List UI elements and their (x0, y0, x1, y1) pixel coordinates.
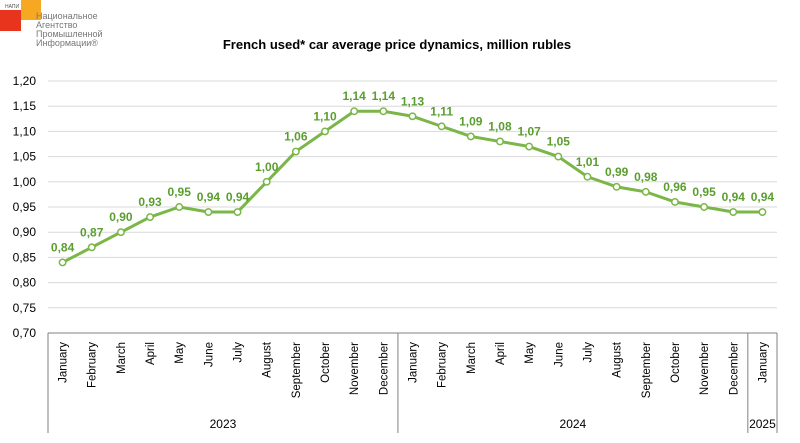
data-label: 0,94 (751, 190, 775, 204)
x-tick-label: August (612, 341, 624, 378)
data-label: 0,84 (51, 240, 75, 254)
x-tick-label: September (641, 342, 653, 398)
chart-title: French used* car average price dynamics,… (223, 37, 571, 52)
data-label: 1,08 (488, 119, 512, 133)
data-point (641, 187, 650, 196)
y-tick-label: 1,10 (13, 124, 37, 138)
y-tick-label: 0,75 (13, 301, 37, 315)
y-tick-label: 1,20 (13, 74, 37, 88)
x-tick-label: June (203, 342, 215, 367)
data-label: 1,00 (255, 160, 279, 174)
x-tick-label: February (437, 342, 449, 388)
y-tick-label: 1,00 (13, 175, 37, 189)
x-tick-label: October (670, 342, 682, 383)
data-point (496, 137, 504, 146)
y-tick-label: 0,80 (13, 276, 37, 290)
data-label: 1,06 (284, 130, 308, 144)
data-point (262, 177, 271, 186)
data-point (612, 182, 621, 191)
logo-line-4: Информации® (36, 38, 98, 48)
data-label: 0,90 (109, 210, 133, 224)
data-label: 0,94 (197, 190, 221, 204)
data-point (554, 152, 563, 161)
data-point (321, 127, 329, 136)
x-tick-label: July (233, 342, 245, 363)
data-label: 0,94 (722, 190, 746, 204)
x-tick-label: January (408, 342, 420, 383)
data-point (670, 198, 679, 206)
data-label: 1,13 (401, 94, 425, 108)
data-point (583, 172, 592, 181)
year-group-label: 2023 (210, 417, 237, 431)
x-tick-label: November (349, 342, 361, 395)
x-tick-label: January (757, 342, 769, 383)
data-label: 1,09 (459, 114, 483, 128)
logo-line-1: Национальное (36, 11, 98, 21)
data-point (87, 243, 96, 252)
y-tick-label: 0,70 (13, 326, 37, 340)
data-point (758, 208, 767, 216)
data-point (116, 228, 125, 237)
data-label: 1,01 (576, 155, 600, 169)
x-tick-label: March (116, 342, 128, 374)
x-tick-label: January (58, 342, 70, 383)
x-tick-label: February (87, 342, 99, 388)
data-label: 0,87 (80, 225, 104, 239)
data-label: 0,96 (663, 180, 687, 194)
y-tick-label: 0,90 (13, 225, 37, 239)
data-label: 0,98 (634, 170, 658, 184)
data-point (175, 203, 184, 211)
data-point (729, 208, 738, 216)
logo-line-2: Агентство (36, 20, 77, 30)
y-tick-label: 1,15 (13, 99, 37, 113)
data-label: 0,95 (692, 185, 716, 199)
data-label: 0,95 (168, 185, 192, 199)
y-tick-label: 0,85 (13, 250, 37, 264)
data-label: 1,14 (343, 89, 367, 103)
x-tick-label: June (553, 342, 565, 367)
data-point (146, 213, 155, 222)
logo: НАПИ Национальное Агентство Промышленной… (0, 0, 120, 60)
year-group-label: 2024 (560, 417, 587, 431)
x-tick-label: September (291, 342, 303, 398)
data-point (525, 142, 534, 151)
data-point (350, 107, 359, 116)
data-point (58, 258, 67, 267)
data-label: 1,07 (517, 125, 541, 139)
data-point (700, 203, 709, 211)
logo-line-3: Промышленной (36, 29, 103, 39)
logo-small-text: НАПИ (5, 4, 19, 10)
x-tick-label: November (699, 342, 711, 395)
logo-mark: НАПИ Национальное Агентство Промышленной… (0, 0, 103, 48)
data-label: 1,11 (430, 104, 453, 118)
x-tick-label: December (378, 342, 390, 395)
data-point (291, 147, 300, 156)
y-tick-label: 1,05 (13, 150, 37, 164)
x-tick-label: May (524, 342, 536, 364)
data-label: 1,14 (372, 89, 396, 103)
data-label: 0,94 (226, 190, 250, 204)
data-label: 1,10 (313, 109, 337, 123)
x-tick-label: July (582, 342, 594, 363)
x-tick-label: October (320, 342, 332, 383)
data-point (466, 132, 475, 141)
x-tick-label: August (262, 341, 274, 378)
x-tick-label: May (174, 342, 186, 364)
x-tick-label: April (495, 342, 507, 365)
data-label: 1,05 (547, 135, 571, 149)
data-label: 0,99 (605, 165, 629, 179)
data-point (204, 208, 213, 216)
x-tick-label: April (145, 342, 157, 365)
year-group-label: 2025 (749, 417, 776, 431)
x-tick-label: March (466, 342, 478, 374)
data-label: 0,93 (138, 195, 162, 209)
data-point (379, 107, 388, 116)
data-point (437, 122, 446, 131)
data-point (233, 208, 242, 216)
data-point (408, 112, 417, 121)
x-tick-label: December (728, 342, 740, 395)
y-tick-label: 0,95 (13, 200, 37, 214)
